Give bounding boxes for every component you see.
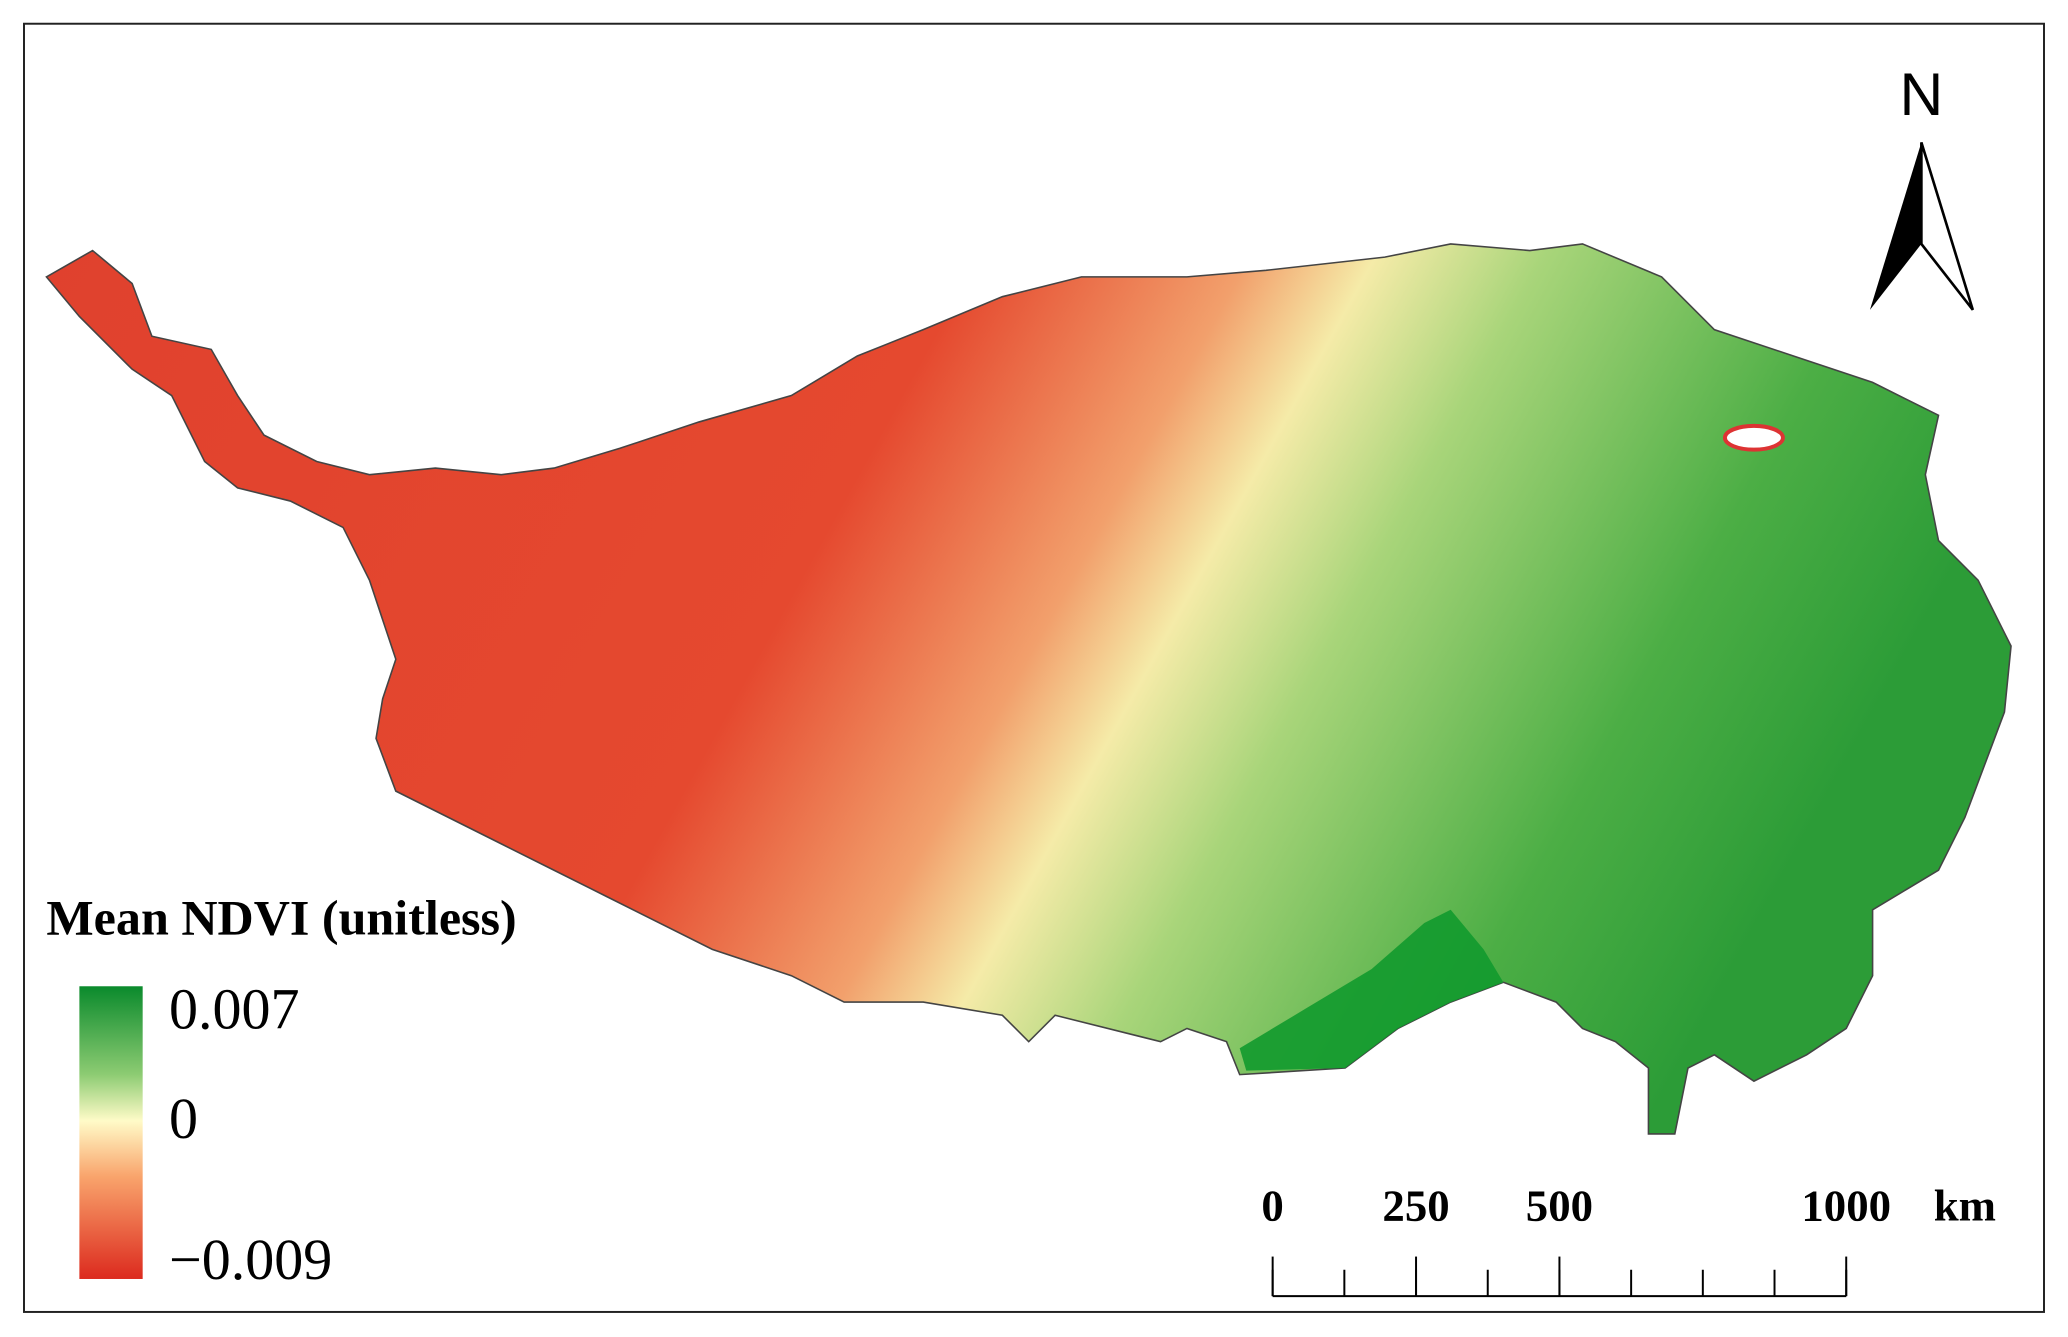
- color-bar: [79, 986, 143, 1279]
- forest-region: [1239, 909, 1504, 1071]
- legend-label: −0.009: [169, 1227, 332, 1292]
- legend-label: 0.007: [169, 977, 300, 1042]
- north-label: N: [1899, 60, 1943, 128]
- legend-label: 0: [169, 1086, 198, 1151]
- north-arrow: [1920, 142, 1975, 311]
- lake: [1722, 423, 1785, 452]
- scale-bar-label: 0: [1261, 1181, 1283, 1231]
- scale-bar-label: 1000: [1801, 1181, 1891, 1231]
- legend-title: Mean NDVI (unitless): [46, 889, 516, 945]
- plateau: [45, 243, 2012, 1135]
- frame: [23, 22, 2045, 1313]
- scale-bar-label: 500: [1526, 1181, 1593, 1231]
- north-arrow: [1869, 142, 1922, 310]
- scale-bar-label: 250: [1382, 1181, 1449, 1231]
- scale-bar-unit: km: [1934, 1181, 1996, 1231]
